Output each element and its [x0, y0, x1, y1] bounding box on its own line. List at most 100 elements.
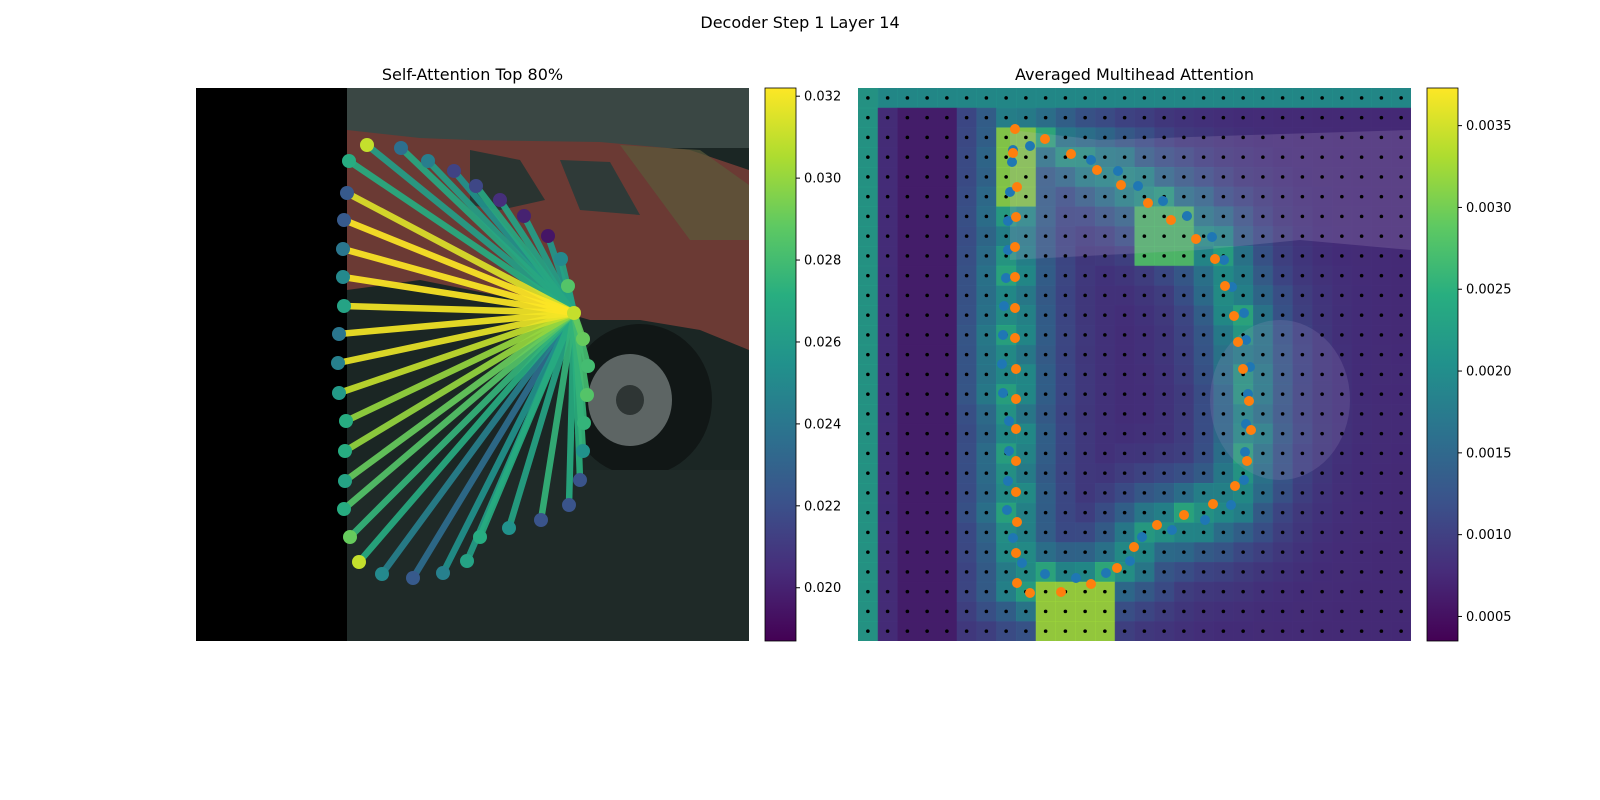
grid-dot: [1221, 214, 1226, 219]
grid-dot: [885, 175, 890, 179]
blue-point: [1239, 475, 1249, 485]
grid-dot: [925, 550, 929, 554]
outline-point: [342, 154, 356, 168]
grid-dot: [1280, 333, 1285, 337]
grid-dot: [1320, 629, 1324, 633]
grid-dot: [964, 392, 969, 396]
grid-dot: [1182, 194, 1186, 199]
grid-dot: [984, 491, 989, 495]
grid-dot: [925, 155, 929, 159]
grid-dot: [1201, 352, 1206, 357]
grid-dot: [1379, 629, 1384, 633]
grid-dot: [1300, 392, 1305, 396]
grid-dot: [1399, 175, 1403, 179]
grid-dot: [964, 609, 969, 614]
outline-point: [534, 513, 548, 527]
orange-point: [1012, 517, 1022, 527]
grid-dot: [885, 589, 890, 594]
grid-dot: [1024, 431, 1028, 436]
attention-line: [344, 310, 576, 424]
grid-dot: [1201, 510, 1206, 515]
grid-dot: [1320, 392, 1324, 396]
grid-dot: [1024, 412, 1028, 416]
grid-dot: [984, 510, 989, 515]
outline-point: [573, 473, 587, 487]
grid-dot: [1004, 431, 1008, 436]
grid-dot: [1024, 609, 1028, 614]
grid-dot: [1241, 510, 1245, 515]
grid-dot: [1280, 629, 1285, 633]
grid-dot: [1201, 570, 1206, 574]
grid-dot: [1340, 333, 1344, 337]
grid-dot: [1122, 214, 1127, 219]
grid-dot: [1083, 471, 1087, 475]
grid-dot: [1182, 155, 1186, 159]
grid-dot: [1122, 412, 1127, 416]
grid-dot: [1142, 234, 1147, 238]
grid-dot: [866, 392, 870, 396]
grid-dot: [1024, 491, 1028, 495]
grid-dot: [1201, 550, 1206, 554]
grid-dot: [1320, 96, 1324, 100]
grid-dot: [1399, 313, 1403, 317]
grid-dot: [1320, 550, 1324, 554]
grid-dot: [1024, 629, 1028, 633]
grid-dot: [1063, 155, 1068, 159]
grid-dot: [1261, 491, 1265, 495]
grid-dot: [1340, 115, 1344, 120]
blue-point: [1137, 532, 1147, 542]
grid-dot: [1280, 530, 1285, 535]
grid-dot: [1261, 530, 1265, 535]
grid-dot: [1379, 471, 1384, 475]
grid-dot: [885, 392, 890, 396]
grid-dot: [1083, 155, 1087, 159]
grid-dot: [905, 155, 910, 159]
grid-dot: [1320, 589, 1324, 594]
grid-dot: [1280, 392, 1285, 396]
grid-dot: [1162, 372, 1166, 377]
grid-dot: [1083, 491, 1087, 495]
left-colorbar-tick-label: 0.028: [804, 254, 841, 269]
grid-dot: [984, 273, 989, 278]
grid-dot: [984, 155, 989, 159]
grid-dot: [1122, 273, 1127, 278]
grid-dot: [984, 352, 989, 357]
outline-point: [473, 530, 487, 544]
grid-dot: [885, 412, 890, 416]
grid-dot: [1043, 412, 1048, 416]
grid-dot: [1221, 510, 1226, 515]
outline-point: [406, 571, 420, 585]
grid-dot: [1162, 609, 1166, 614]
attention-line: [343, 310, 576, 484]
grid-dot: [1261, 155, 1265, 159]
grid-dot: [1280, 609, 1285, 614]
grid-dot: [1379, 254, 1384, 258]
grid-dot: [1103, 194, 1107, 199]
orange-point: [1092, 165, 1102, 175]
blue-point: [998, 388, 1008, 398]
grid-dot: [1162, 629, 1166, 633]
grid-dot: [1063, 214, 1068, 219]
outline-point: [576, 444, 590, 458]
grid-dot: [1399, 510, 1403, 515]
grid-dot: [885, 273, 890, 278]
grid-dot: [1221, 175, 1226, 179]
grid-dot: [1103, 629, 1107, 633]
grid-dot: [1201, 491, 1206, 495]
blue-point: [999, 301, 1009, 311]
grid-dot: [925, 471, 929, 475]
grid-dot: [1103, 135, 1107, 140]
grid-dot: [1320, 313, 1324, 317]
outline-point: [338, 444, 352, 458]
grid-dot: [945, 550, 949, 554]
grid-dot: [1359, 175, 1364, 179]
grid-dot: [1162, 510, 1166, 515]
grid-dot: [1122, 155, 1127, 159]
grid-dot: [1261, 510, 1265, 515]
grid-dot: [1043, 254, 1048, 258]
grid-dot: [905, 451, 910, 456]
prediction-points-orange: [1008, 124, 1256, 598]
grid-dot: [1083, 214, 1087, 219]
grid-dot: [905, 392, 910, 396]
grid-dot: [984, 234, 989, 238]
